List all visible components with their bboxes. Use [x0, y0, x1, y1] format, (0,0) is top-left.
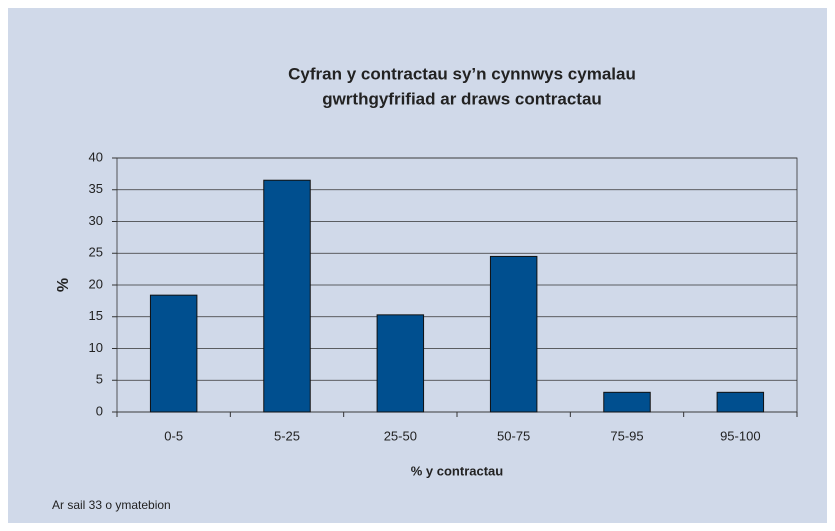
- y-tick-label: 20: [89, 276, 103, 291]
- bar: [149, 294, 198, 413]
- bar: [489, 255, 538, 413]
- bar: [263, 179, 311, 413]
- bar: [376, 314, 425, 413]
- y-tick-label: 30: [89, 213, 103, 228]
- chart-title: Cyfran y contractau sy’n cynnwys cymalau: [288, 64, 636, 83]
- x-tick-label: 75-95: [610, 428, 643, 443]
- bar: [716, 391, 765, 413]
- chart-title: gwrthgyfrifiad ar draws contractau: [322, 89, 602, 108]
- panel: [8, 8, 827, 523]
- x-tick-label: 95-100: [720, 428, 760, 443]
- bar: [603, 391, 651, 413]
- y-tick-label: 25: [89, 245, 103, 260]
- x-tick-label: 25-50: [384, 428, 417, 443]
- y-tick-label: 35: [89, 181, 103, 196]
- x-tick-label: 5-25: [274, 428, 300, 443]
- y-tick-label: 5: [96, 372, 103, 387]
- y-tick-label: 15: [89, 308, 103, 323]
- x-tick-label: 0-5: [164, 428, 183, 443]
- y-axis-label: %: [55, 278, 72, 292]
- x-tick-label: 50-75: [497, 428, 530, 443]
- y-tick-label: 10: [89, 340, 103, 355]
- x-axis-label: % y contractau: [411, 463, 504, 478]
- note: Ar sail 33 o ymatebion: [52, 498, 171, 512]
- y-tick-label: 0: [96, 403, 103, 418]
- y-tick-label: 40: [89, 149, 103, 164]
